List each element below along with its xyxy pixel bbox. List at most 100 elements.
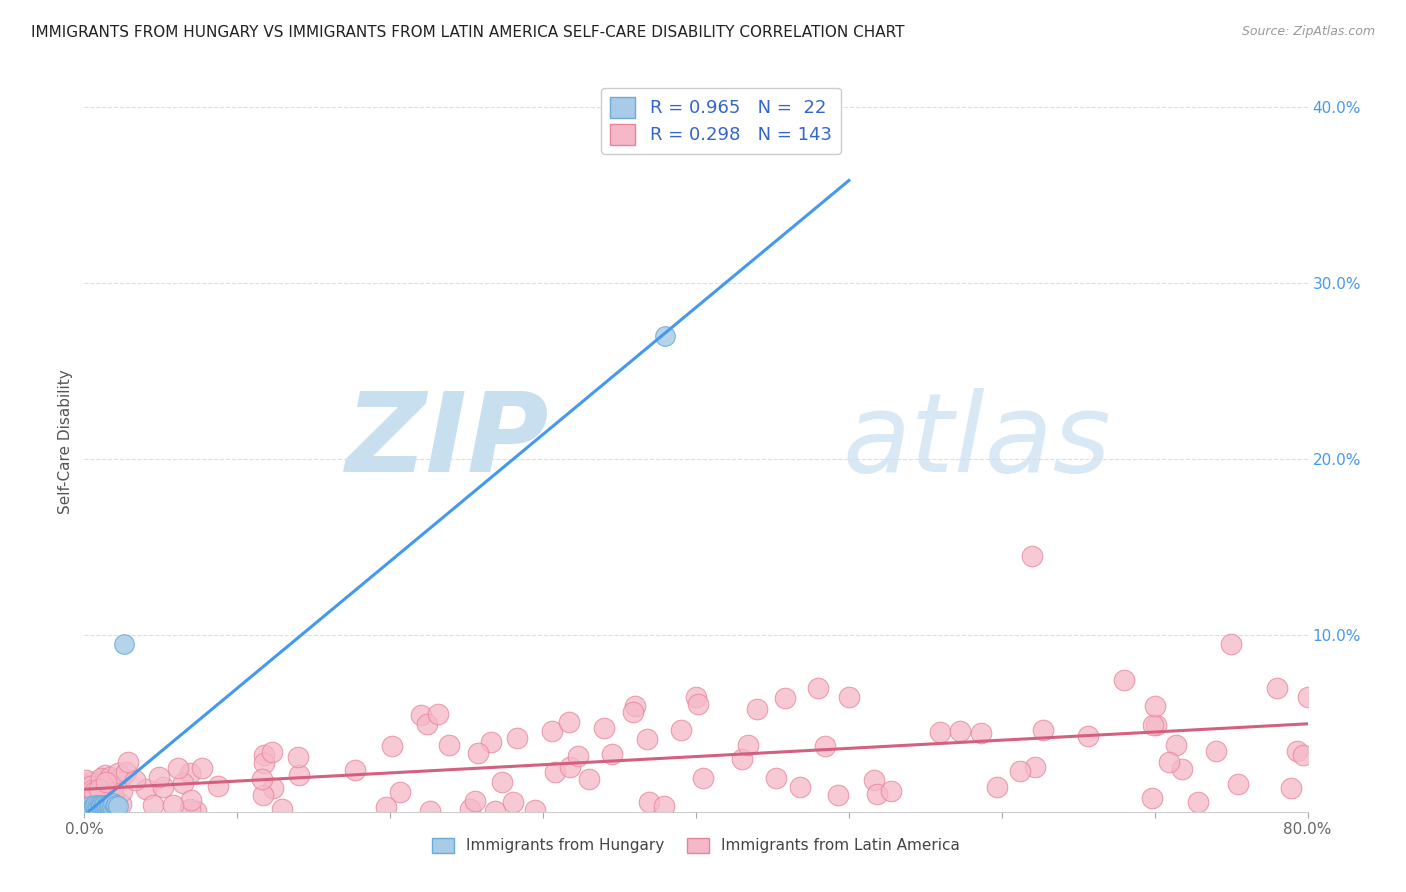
Point: [252, 788, 274, 802]
Point: [75, 792, 97, 806]
Point: [80, 789, 103, 803]
Point: [142, 797, 165, 812]
Point: [1077, 729, 1099, 743]
Point: [863, 773, 886, 788]
Point: [101, 799, 124, 814]
Point: [1143, 698, 1166, 713]
Point: [731, 752, 754, 766]
Point: [1292, 748, 1315, 763]
Point: [86, 799, 108, 814]
Point: [97, 799, 120, 814]
Point: [98, 770, 121, 784]
Point: [1171, 762, 1194, 776]
Point: [97, 784, 120, 798]
Point: [1114, 673, 1136, 687]
Point: [76, 794, 98, 808]
Point: [688, 697, 710, 711]
Point: [250, 772, 273, 787]
Point: [107, 799, 129, 814]
Point: [1296, 690, 1319, 705]
Point: [464, 794, 486, 808]
Point: [79, 799, 101, 814]
Point: [172, 776, 194, 790]
Point: [100, 791, 122, 805]
Point: [593, 721, 616, 735]
Point: [789, 780, 811, 795]
Point: [1142, 718, 1164, 732]
Point: [1142, 790, 1164, 805]
Point: [252, 756, 274, 770]
Point: [807, 681, 830, 696]
Point: [1008, 764, 1031, 778]
Point: [437, 739, 460, 753]
Point: [419, 804, 441, 818]
Point: [110, 784, 132, 798]
Point: [97, 790, 120, 805]
Point: [1205, 744, 1227, 758]
Point: [101, 787, 124, 801]
Point: [484, 804, 506, 818]
Text: ZIP: ZIP: [346, 388, 550, 495]
Point: [262, 745, 284, 759]
Text: atlas: atlas: [842, 388, 1111, 495]
Point: [458, 801, 481, 815]
Point: [479, 735, 502, 749]
Point: [567, 748, 589, 763]
Point: [1187, 795, 1209, 809]
Point: [374, 800, 396, 814]
Point: [77, 801, 100, 815]
Point: [737, 739, 759, 753]
Point: [1279, 781, 1302, 796]
Point: [287, 749, 309, 764]
Point: [929, 724, 952, 739]
Text: Source: ZipAtlas.com: Source: ZipAtlas.com: [1241, 25, 1375, 38]
Point: [79, 786, 101, 800]
Point: [838, 690, 860, 705]
Point: [110, 797, 132, 812]
Point: [83, 798, 105, 813]
Point: [253, 747, 276, 762]
Point: [89, 781, 111, 796]
Point: [77, 797, 100, 812]
Point: [73, 800, 96, 814]
Point: [652, 799, 675, 814]
Point: [970, 725, 993, 739]
Point: [103, 791, 125, 805]
Point: [523, 803, 546, 817]
Point: [167, 761, 190, 775]
Point: [506, 731, 529, 745]
Point: [560, 760, 582, 774]
Point: [162, 797, 184, 812]
Point: [89, 797, 111, 812]
Point: [602, 747, 624, 762]
Point: [179, 802, 201, 816]
Point: [112, 637, 135, 651]
Point: [1024, 760, 1046, 774]
Point: [75, 788, 97, 802]
Point: [80, 789, 103, 803]
Point: [110, 771, 132, 785]
Point: [426, 706, 449, 721]
Point: [949, 723, 972, 738]
Point: [544, 764, 567, 779]
Point: [416, 717, 439, 731]
Point: [80, 790, 103, 805]
Point: [880, 784, 903, 798]
Point: [76, 778, 98, 792]
Point: [541, 723, 564, 738]
Point: [1227, 777, 1250, 791]
Point: [621, 706, 644, 720]
Point: [124, 772, 146, 787]
Point: [1144, 718, 1167, 732]
Point: [94, 767, 117, 781]
Point: [98, 797, 121, 812]
Point: [773, 691, 796, 706]
Point: [93, 797, 115, 812]
Point: [180, 792, 202, 806]
Point: [77, 798, 100, 813]
Point: [148, 770, 170, 784]
Point: [207, 779, 229, 793]
Point: [83, 799, 105, 814]
Point: [80, 801, 103, 815]
Point: [135, 782, 157, 797]
